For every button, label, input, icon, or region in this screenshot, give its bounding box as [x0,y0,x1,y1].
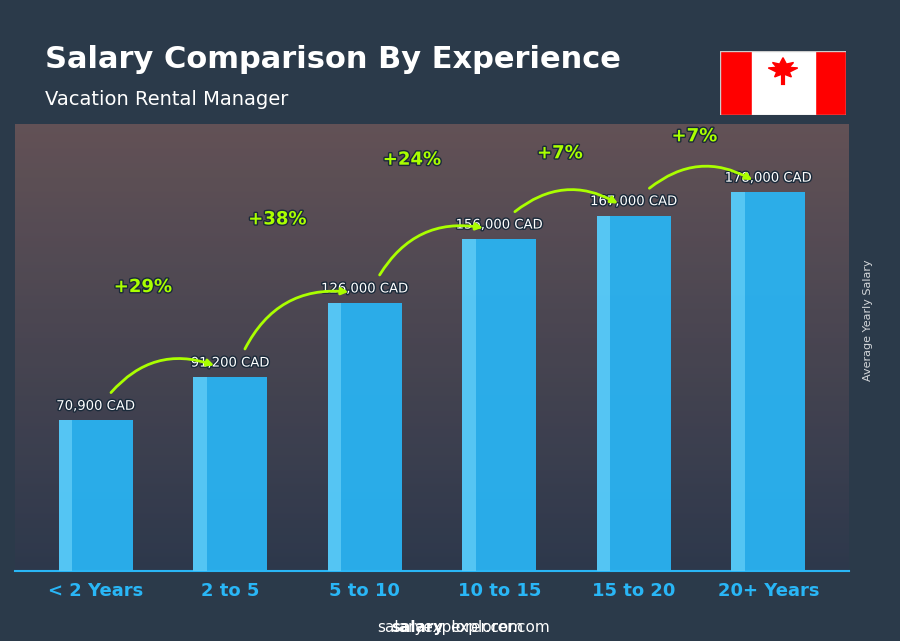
Text: +38%: +38% [248,210,306,228]
Bar [814,51,846,115]
Text: Salary Comparison By Experience: Salary Comparison By Experience [45,45,621,74]
Text: salary: salary [392,620,444,635]
Bar [194,377,267,571]
Text: +7%: +7% [537,144,582,162]
Text: 70,900 CAD: 70,900 CAD [57,400,135,413]
Text: 156,000 CAD: 156,000 CAD [455,219,543,231]
Text: Average Yearly Salary: Average Yearly Salary [863,260,873,381]
Text: +29%: +29% [113,278,172,296]
Text: Vacation Rental Manager: Vacation Rental Manager [45,90,288,109]
FancyBboxPatch shape [328,303,341,571]
Text: explorer.com: explorer.com [450,620,550,635]
FancyBboxPatch shape [194,377,207,571]
FancyBboxPatch shape [597,215,610,571]
Bar [720,51,751,115]
FancyBboxPatch shape [463,239,475,571]
Text: salaryexplorer.com: salaryexplorer.com [377,620,523,635]
Text: 126,000 CAD: 126,000 CAD [321,283,409,296]
Bar [732,192,806,571]
Text: +7%: +7% [671,128,717,146]
Bar [463,239,536,571]
FancyBboxPatch shape [58,420,72,571]
Text: 167,000 CAD: 167,000 CAD [590,195,678,208]
Bar [752,51,814,115]
Text: 91,200 CAD: 91,200 CAD [191,356,270,370]
Bar [597,215,670,571]
Polygon shape [769,58,797,77]
Text: +24%: +24% [382,151,441,169]
Bar [58,420,132,571]
Text: 178,000 CAD: 178,000 CAD [724,172,812,185]
FancyBboxPatch shape [732,192,744,571]
Bar [328,303,401,571]
